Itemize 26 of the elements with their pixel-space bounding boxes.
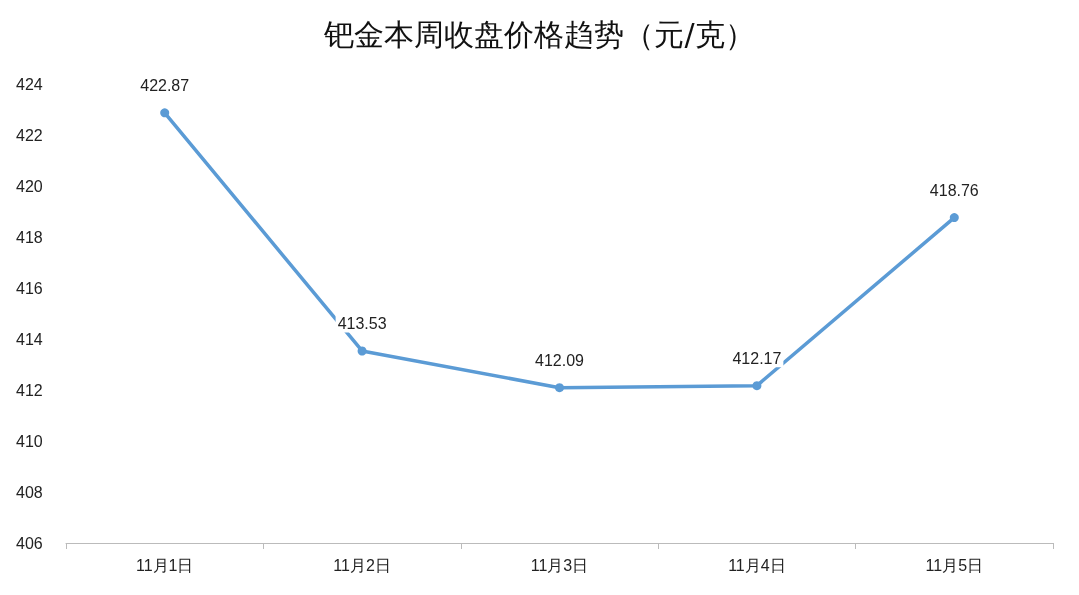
point bbox=[160, 108, 170, 118]
point bbox=[357, 346, 367, 356]
y-tick-label: 406 bbox=[16, 534, 43, 552]
y-tick-label: 408 bbox=[16, 483, 43, 501]
point bbox=[949, 213, 959, 223]
data-label: 422.87 bbox=[140, 76, 190, 94]
x-tick-label: 11月3日 bbox=[530, 556, 589, 574]
y-tick-label: 418 bbox=[16, 228, 43, 246]
y-tick-label: 412 bbox=[16, 381, 43, 399]
y-tick-label: 420 bbox=[16, 177, 43, 195]
point bbox=[555, 383, 564, 393]
y-tick-label: 416 bbox=[16, 279, 43, 297]
y-tick-label: 410 bbox=[16, 432, 43, 450]
chart-title: 钯金本周收盘价格趋势（元/克） bbox=[323, 16, 755, 52]
data-label: 412.09 bbox=[535, 351, 585, 369]
x-tick-label: 11月4日 bbox=[728, 556, 786, 574]
y-tick-label: 422 bbox=[16, 126, 43, 144]
data-label: 412.17 bbox=[732, 349, 782, 367]
y-tick-label: 414 bbox=[16, 330, 43, 348]
y-tick-label: 424 bbox=[16, 75, 43, 93]
x-tick-label: 11月5日 bbox=[925, 556, 984, 574]
x-tick-label: 11月1日 bbox=[135, 556, 194, 574]
point bbox=[752, 381, 762, 391]
data-label: 418.76 bbox=[929, 181, 979, 199]
x-tick-label: 11月2日 bbox=[333, 556, 391, 574]
data-label: 413.53 bbox=[337, 314, 387, 332]
